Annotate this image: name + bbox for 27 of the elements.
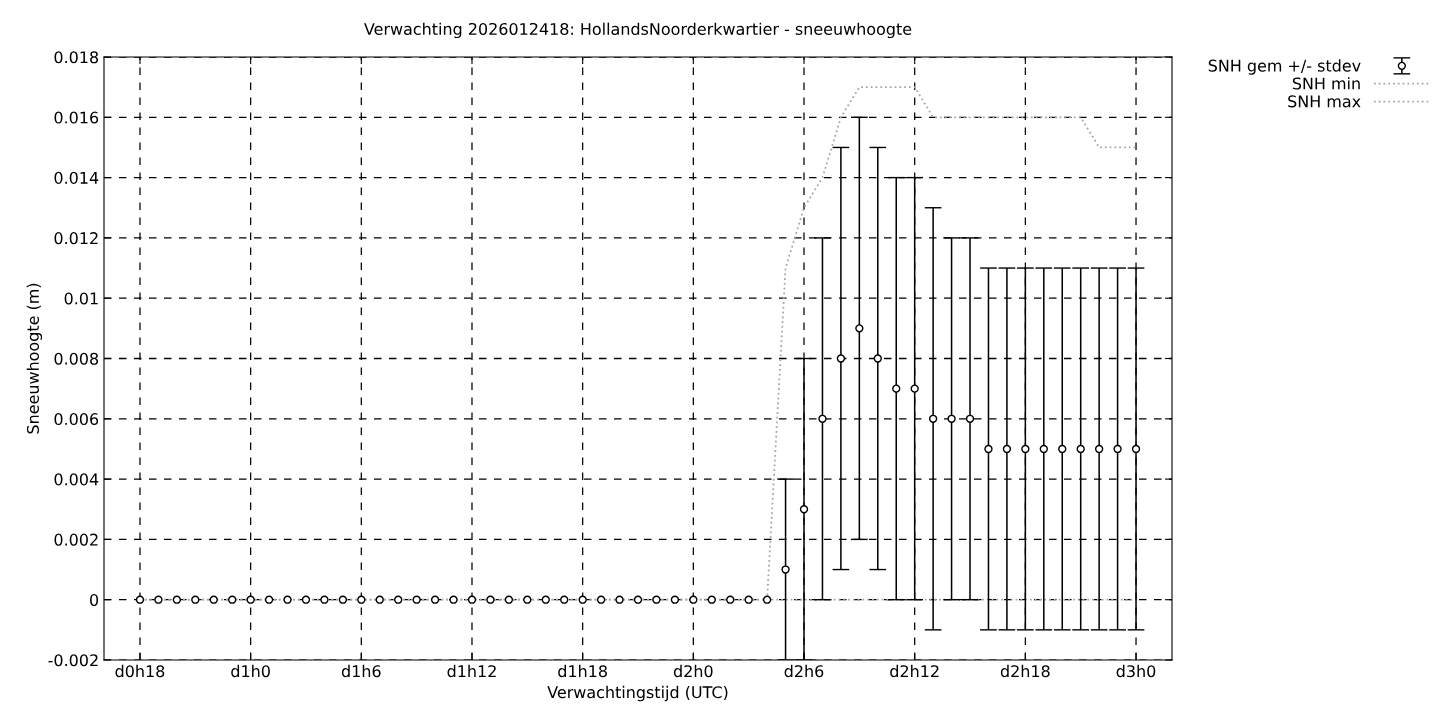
x-axis-title: Verwachtingstijd (UTC) [547, 685, 728, 702]
y-tick-label: 0.008 [54, 352, 99, 365]
y-tick-label: 0.01 [64, 292, 98, 305]
legend-label: SNH max [1288, 95, 1361, 108]
x-tick-label: d2h0 [673, 664, 713, 678]
y-tick-label: 0.004 [54, 473, 99, 486]
x-tick-label: d0h18 [115, 664, 165, 678]
y-axis-title: Sneeuwhoogte (m) [26, 283, 43, 434]
x-tick-label: d1h6 [341, 664, 381, 678]
legend-label: SNH gem +/- stdev [1208, 59, 1361, 75]
y-tick-label: 0.002 [54, 533, 98, 546]
x-tick-label: d1h18 [558, 664, 607, 678]
chart-title: Verwachting 2026012418: HollandsNoorderkwartier - sneeuwhoogte [364, 22, 912, 39]
x-tick-label: d1h12 [447, 664, 496, 678]
y-tick-label: -0.002 [48, 654, 98, 667]
x-tick-label: d2h12 [890, 664, 939, 678]
y-tick-label: 0 [90, 593, 99, 606]
y-tick-label: 0.018 [54, 51, 99, 64]
x-tick-label: d2h18 [1000, 664, 1050, 678]
x-tick-label: d1h0 [231, 664, 270, 678]
x-tick-label: d3h0 [1116, 664, 1156, 678]
y-tick-label: 0.014 [54, 171, 99, 184]
x-tick-label: d2h6 [784, 664, 824, 678]
legend-label: SNH min [1292, 77, 1360, 90]
y-tick-label: 0.006 [54, 413, 99, 426]
y-tick-label: 0.016 [54, 111, 99, 124]
y-tick-label: 0.012 [54, 232, 98, 245]
